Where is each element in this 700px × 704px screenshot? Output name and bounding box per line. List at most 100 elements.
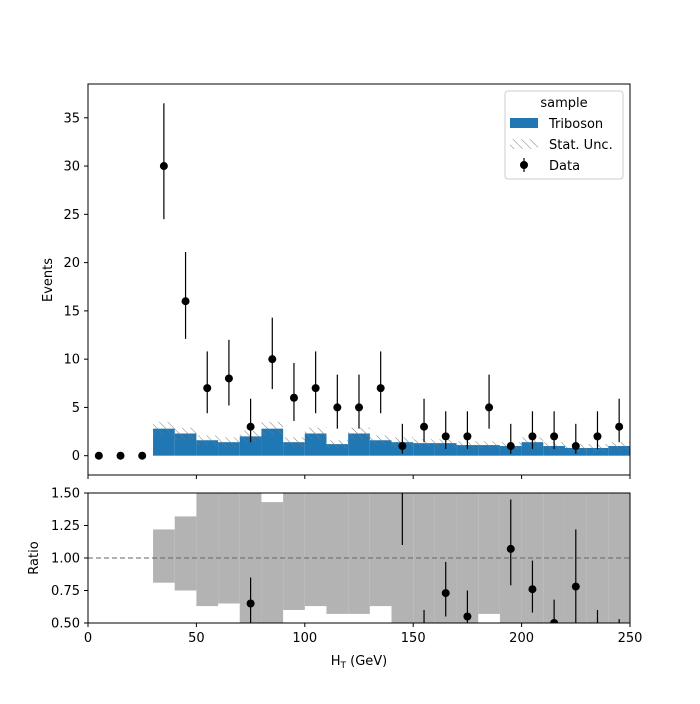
data-point	[246, 422, 255, 431]
ratio-x-ticks: 0 50 100 150 200 250	[84, 623, 642, 646]
main-y-tick-label: 35	[63, 111, 80, 126]
ratio-unc-band	[261, 502, 284, 623]
ratio-unc-band	[434, 493, 457, 623]
ratio-x-tick-label: 50	[188, 631, 205, 646]
ratio-y-axis-label: Ratio	[27, 541, 42, 574]
ratio-unc-band	[478, 493, 500, 614]
main-y-tick-label: 30	[63, 160, 80, 175]
data-point	[376, 384, 385, 393]
ratio-y-tick-label: 1.25	[51, 519, 80, 534]
data-point	[550, 432, 559, 441]
legend-swatch-stat-unc	[510, 139, 538, 149]
stat-unc-band	[369, 435, 392, 446]
legend-label-data: Data	[549, 159, 580, 174]
main-y-tick-label: 5	[72, 401, 80, 416]
ratio-unc-band	[196, 493, 219, 607]
triboson-bar	[456, 445, 479, 456]
stat-unc-band	[283, 437, 305, 448]
legend-box	[504, 90, 624, 180]
ratio-unc-band	[283, 493, 305, 610]
main-y-tick-label: 0	[72, 449, 80, 464]
stat-unc-band	[218, 437, 240, 448]
data-point	[485, 403, 494, 412]
main-y-tick-label: 20	[63, 256, 80, 271]
ratio-point	[528, 585, 537, 594]
ratio-point	[441, 589, 450, 598]
data-point	[593, 432, 602, 441]
ratio-unc-band	[586, 493, 609, 623]
ratio-unc-band	[153, 529, 175, 583]
ratio-point	[593, 632, 601, 640]
ratio-unc-band	[348, 493, 370, 614]
triboson-bar	[543, 446, 565, 456]
data-point	[268, 355, 277, 364]
legend-data-marker	[520, 161, 528, 169]
data-point	[571, 442, 580, 451]
data-point	[333, 403, 342, 412]
data-point	[528, 432, 537, 441]
ratio-panel: 0.50 0.75 1.00 1.25 1.50 0 50 100 150 200 250 Rat…	[27, 463, 642, 672]
data-point	[420, 422, 429, 431]
main-axes-frame	[87, 83, 631, 476]
ratio-point	[463, 612, 472, 621]
data-point	[398, 442, 407, 451]
data-point	[181, 297, 190, 306]
main-y-tick-label: 15	[63, 304, 80, 319]
ratio-y-tick-label: 0.75	[51, 584, 80, 599]
triboson-bar	[326, 444, 349, 456]
stat-unc-band	[174, 427, 197, 440]
data-point	[159, 162, 168, 171]
triboson-bar	[608, 446, 630, 456]
ratio-x-tick-label: 150	[401, 631, 426, 646]
ratio-y-tick-label: 0.50	[51, 617, 80, 632]
main-y-tick-label: 10	[63, 353, 80, 368]
ratio-unc-band	[304, 493, 327, 607]
data-point	[138, 451, 147, 460]
data-point	[311, 384, 320, 393]
ratio-y-tick-label: 1.50	[51, 487, 80, 502]
main-plot-area	[94, 103, 630, 460]
ratio-x-tick-label: 200	[509, 631, 534, 646]
stat-unc-band	[326, 440, 349, 448]
data-point	[441, 432, 450, 441]
x-axis-label-subscript: T	[340, 661, 347, 671]
data-point	[94, 451, 103, 460]
stat-unc-band	[608, 442, 630, 450]
ratio-unc-band	[369, 493, 392, 607]
stat-unc-band	[304, 427, 327, 440]
legend: sample Triboson Stat. Unc. Data	[504, 90, 624, 180]
stat-unc-band	[413, 439, 435, 448]
ratio-unc-band	[218, 493, 240, 604]
ratio-y-ticks: 0.50 0.75 1.00 1.25 1.50	[51, 487, 88, 632]
ratio-x-tick-label: 0	[84, 631, 92, 646]
data-point	[355, 403, 363, 412]
data-point	[116, 451, 125, 460]
x-axis-label: HT (GeV)	[331, 654, 388, 671]
main-panel: 0 5 10 15 20 25 30 35 Events	[41, 83, 631, 479]
main-y-ticks: 0 5 10 15 20 25 30 35	[63, 111, 88, 464]
data-point	[224, 374, 233, 383]
main-y-axis-label: Events	[41, 258, 56, 302]
stat-unc-band	[153, 421, 175, 436]
main-y-tick-label: 25	[63, 208, 80, 223]
stat-unc-band	[261, 421, 284, 436]
ratio-point	[246, 599, 255, 608]
ratio-point	[571, 582, 580, 591]
ratio-point	[398, 463, 406, 471]
legend-label-stat-unc: Stat. Unc.	[549, 138, 613, 153]
triboson-bar	[478, 445, 500, 456]
data-point	[463, 432, 472, 441]
ratio-point	[550, 619, 559, 623]
data-point	[203, 384, 212, 393]
ratio-y-tick-label: 1.00	[51, 552, 80, 567]
data-point	[289, 393, 298, 402]
main-x-ticks	[87, 475, 631, 479]
data-point	[615, 422, 624, 431]
stat-unc-band	[196, 435, 219, 446]
x-axis-label-main: H	[331, 654, 341, 669]
ratio-unc-band	[174, 516, 197, 591]
ratio-point	[506, 544, 515, 553]
legend-swatch-triboson	[510, 118, 538, 128]
